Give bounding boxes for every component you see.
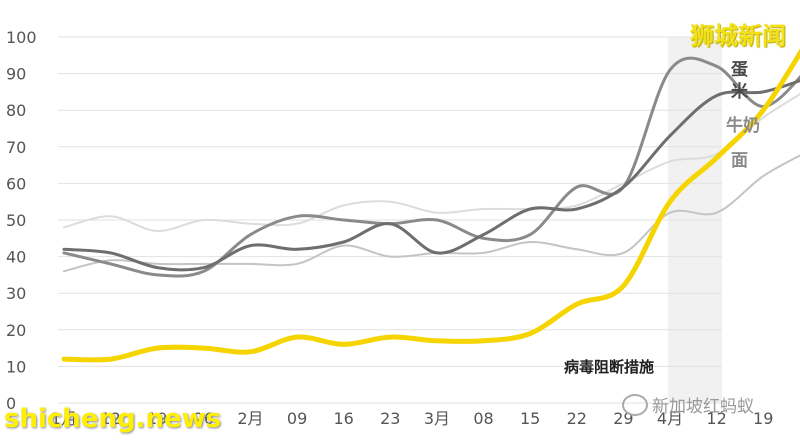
series-line-2: [62, 56, 800, 278]
x-tick-label: 09: [287, 409, 307, 428]
x-tick-label: 23: [380, 409, 400, 428]
x-tick-label: 15: [520, 409, 540, 428]
shaded-region-label: 病毒阻断措施: [564, 358, 654, 376]
x-tick-label: 26: [194, 409, 214, 428]
y-tick-label: 80: [6, 101, 26, 120]
y-tick-label: 0: [6, 394, 16, 413]
y-tick-label: 100: [6, 28, 37, 47]
watermark-top-right: 狮城新闻: [690, 22, 786, 50]
x-tick-label: 4月: [657, 409, 683, 428]
y-tick-label: 20: [6, 321, 26, 340]
x-tick-label: 1月: [51, 409, 77, 428]
x-tick-label: 3月: [424, 409, 450, 428]
x-tick-label: 12: [100, 409, 120, 428]
y-tick-label: 70: [6, 138, 26, 157]
series-line-0: [61, 48, 800, 363]
legend-label: 面: [731, 151, 748, 171]
watermark-bottom-right-text: 新加坡红蚂蚁: [652, 397, 754, 417]
legend-label: 牛奶: [726, 115, 760, 136]
y-tick-label: 90: [6, 65, 26, 84]
x-tick-label: 2月: [237, 409, 263, 428]
x-tick-label: 08: [473, 409, 493, 428]
y-tick-label: 40: [6, 248, 26, 267]
y-tick-label: 60: [6, 174, 26, 193]
series-line-1: [62, 79, 800, 272]
x-tick-label: 12: [706, 409, 726, 428]
x-tick-label: 19: [753, 409, 773, 428]
series-line-4: [63, 93, 800, 233]
legend-label: 蛋: [731, 60, 748, 80]
y-tick-label: 50: [6, 211, 26, 230]
watermark-bottom-left: shicheng.news: [4, 404, 222, 434]
x-tick-label: 16: [334, 409, 354, 428]
x-tick-label: 19: [147, 409, 167, 428]
y-tick-label: 30: [6, 284, 26, 303]
legend-label: 米: [731, 81, 749, 102]
x-tick-label: 22: [567, 409, 587, 428]
y-tick-label: 10: [6, 357, 26, 376]
chat-bubble-icon: [622, 393, 648, 416]
watermark-bottom-right: 新加坡红蚂蚁: [622, 392, 754, 417]
